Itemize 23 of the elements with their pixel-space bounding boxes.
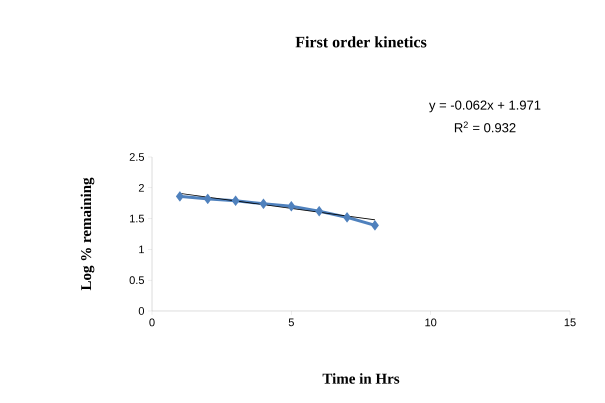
point — [176, 191, 184, 202]
point — [259, 198, 268, 210]
x-tick-label: 15 — [564, 318, 576, 326]
y-tick-label: 0.5 — [130, 276, 144, 284]
point — [204, 194, 212, 204]
x-axis-title: Time in Hrs — [322, 373, 400, 384]
text: R$^{2}$ = 0.932 — [454, 122, 516, 132]
y-tick-label: 2.5 — [130, 153, 144, 161]
text: y = -0.062x + 1.971 — [429, 100, 540, 112]
chart-title: First order kinetics — [296, 36, 426, 48]
point — [315, 206, 324, 216]
x-tick-label: 0 — [149, 318, 155, 326]
point — [343, 212, 352, 223]
point — [232, 195, 240, 206]
y-tick-label: 1 — [139, 246, 144, 254]
x-tick-label: 10 — [425, 318, 436, 326]
point — [287, 201, 296, 212]
y-axis-title: Log % remaining — [80, 178, 94, 290]
point — [370, 220, 379, 231]
y-tick-label: 0 — [138, 307, 144, 315]
x-tick-label: 5 — [288, 318, 294, 326]
y-tick-label: 2 — [138, 184, 144, 192]
y-tick-label: 1.5 — [130, 214, 144, 222]
